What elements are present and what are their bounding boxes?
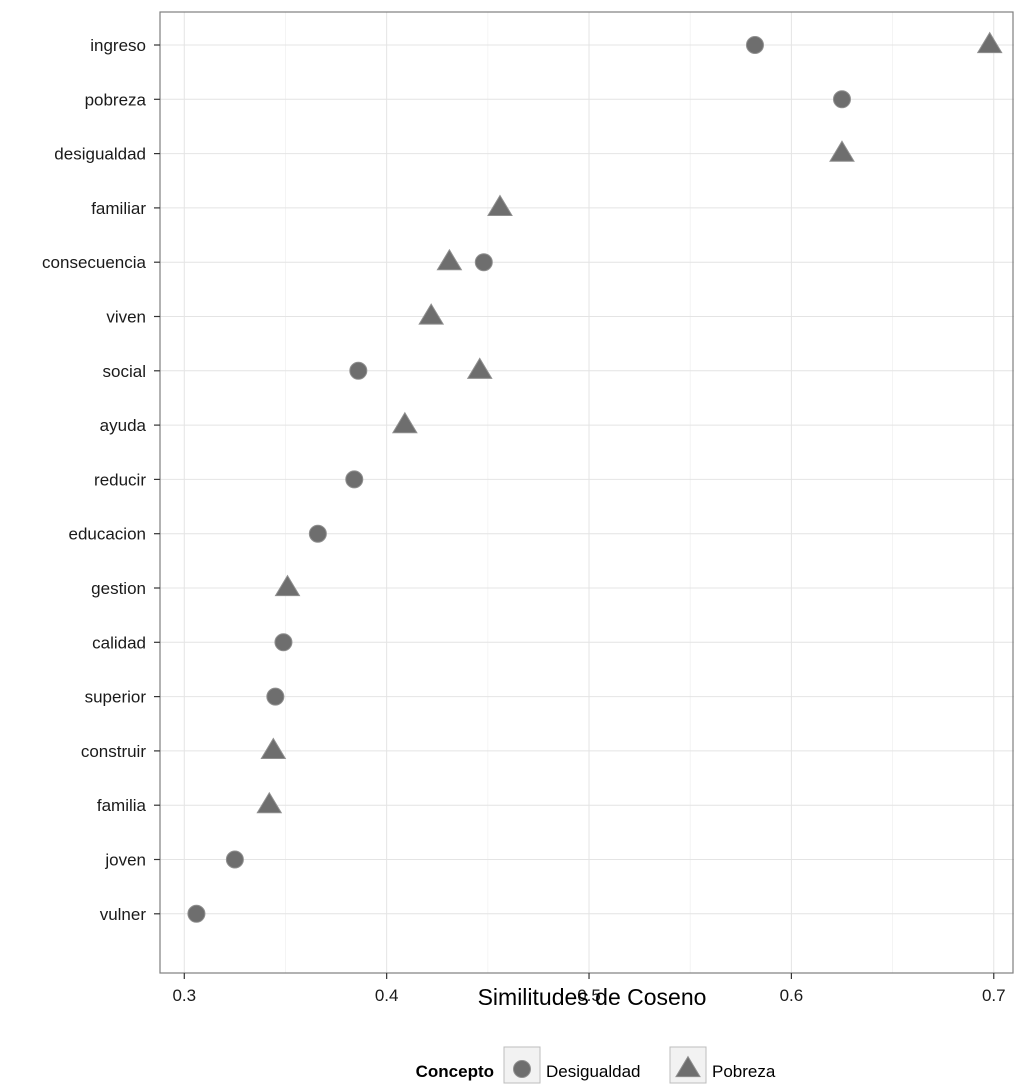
legend-label-desigualdad: Desigualdad: [546, 1062, 641, 1081]
y-tick-label-familia: familia: [97, 796, 147, 815]
y-tick-label-reducir: reducir: [94, 470, 146, 489]
y-tick-label-pobreza: pobreza: [85, 90, 147, 109]
y-tick-label-familiar: familiar: [91, 199, 146, 218]
y-tick-label-superior: superior: [85, 688, 147, 707]
legend-key-triangle: [675, 1055, 701, 1078]
y-tick-label-joven: joven: [104, 851, 146, 870]
y-tick-label-ayuda: ayuda: [100, 416, 147, 435]
grid-lines: [160, 12, 1014, 973]
x-tick-label-0.7: 0.7: [982, 986, 1006, 1005]
y-axis-ticks: ingreso pobreza desigualdad familiar consecu…: [42, 36, 160, 924]
x-axis-ticks: 0.3 0.4 0.5 0.6 0.7: [172, 973, 1006, 1005]
point-pobreza-familiar: [487, 194, 513, 216]
point-desigualdad-pobreza: [832, 90, 851, 109]
x-tick-label-0.3: 0.3: [172, 986, 196, 1005]
y-tick-label-social: social: [103, 362, 146, 381]
point-desigualdad-social: [349, 361, 368, 380]
point-desigualdad-reducir: [345, 470, 364, 489]
legend: Concepto Desigualdad Pobreza: [416, 1046, 776, 1084]
point-desigualdad-educacion: [308, 524, 327, 543]
legend-entry-pobreza: Pobreza: [669, 1046, 776, 1084]
point-pobreza-ingreso: [976, 31, 1003, 54]
point-desigualdad-superior: [266, 687, 285, 706]
point-pobreza-construir: [260, 737, 287, 759]
y-tick-label-vulner: vulner: [100, 905, 147, 924]
point-pobreza-viven: [418, 303, 445, 325]
axes: [159, 11, 1014, 974]
point-pobreza-social: [466, 357, 493, 379]
point-pobreza-ayuda: [391, 411, 418, 434]
panel-border: [159, 11, 1014, 974]
point-pobreza-consecuencia: [436, 248, 463, 271]
legend-label-pobreza: Pobreza: [712, 1062, 776, 1081]
x-tick-label-0.4: 0.4: [375, 986, 399, 1005]
point-desigualdad-calidad: [274, 633, 293, 652]
point-desigualdad-joven: [225, 850, 244, 869]
x-tick-label-0.5: 0.5: [577, 986, 601, 1005]
point-desigualdad-ingreso: [745, 36, 764, 54]
point-pobreza-familia: [256, 791, 283, 814]
point-pobreza-desigualdad: [829, 140, 855, 162]
data-points: [187, 31, 1003, 923]
y-tick-label-calidad: calidad: [92, 633, 146, 652]
y-tick-label-ingreso: ingreso: [90, 36, 146, 55]
y-tick-label-gestion: gestion: [91, 579, 146, 598]
point-pobreza-gestion: [274, 574, 301, 597]
y-tick-label-educacion: educacion: [68, 525, 146, 544]
legend-title: Concepto: [416, 1062, 494, 1081]
y-tick-label-consecuencia: consecuencia: [42, 253, 147, 272]
x-axis-title: Similitudes de Coseno: [478, 984, 707, 1010]
legend-entry-desigualdad: Desigualdad: [503, 1046, 641, 1084]
y-tick-label-viven: viven: [106, 308, 146, 327]
x-tick-label-0.6: 0.6: [780, 986, 804, 1005]
y-tick-label-desigualdad: desigualdad: [54, 145, 146, 164]
legend-entries: Desigualdad Pobreza: [503, 1046, 776, 1084]
y-tick-label-construir: construir: [81, 742, 147, 761]
point-desigualdad-vulner: [187, 904, 206, 923]
legend-key-circle: [513, 1060, 531, 1078]
point-desigualdad-consecuencia: [474, 253, 493, 272]
